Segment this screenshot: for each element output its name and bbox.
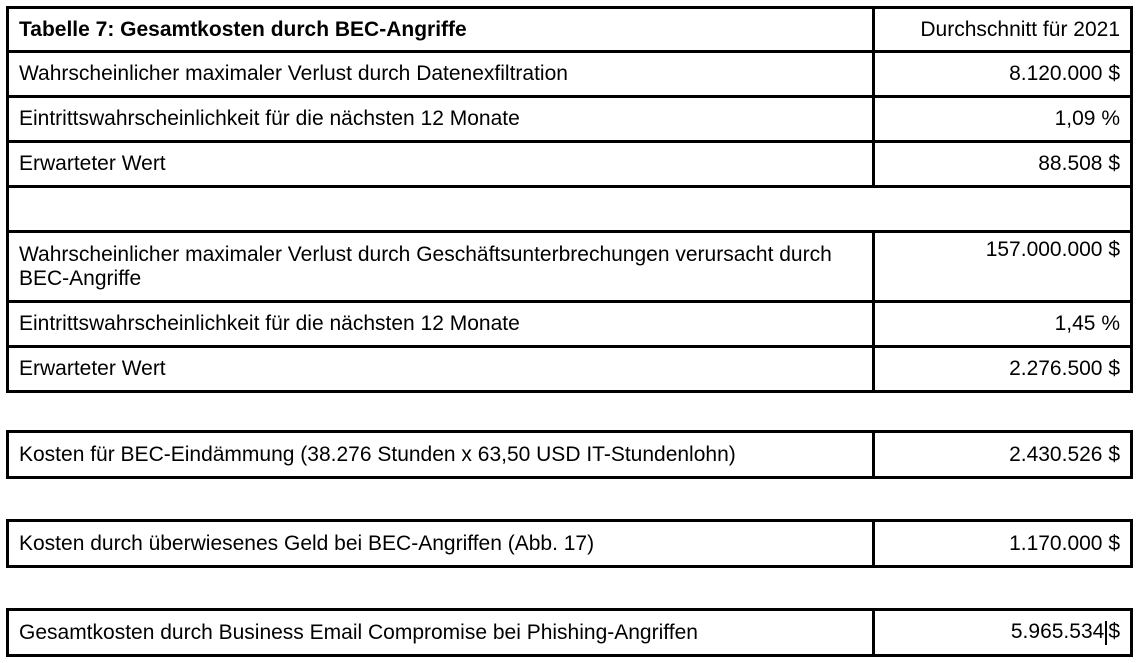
total-value-currency: $ [1108,620,1120,644]
row-value: 88.508 $ [872,140,1133,188]
row-value: 157.000.000 $ [872,230,1133,303]
summary-value: 2.430.526 $ [872,430,1133,479]
summary-value[interactable]: 5.965.534 $ [872,608,1133,657]
column-header: Durchschnitt für 2021 [872,6,1133,53]
text-cursor [1105,620,1108,645]
cost-table: Tabelle 7: Gesamtkosten durch BEC-Angrif… [6,6,1133,393]
transfer-cost-table: Kosten durch überwiesenes Geld bei BEC-A… [6,519,1133,568]
summary-value: 1.170.000 $ [872,519,1133,568]
row-value: 1,09 % [872,95,1133,143]
row-label: Erwarteter Wert [6,140,875,188]
total-cost-table: Gesamtkosten durch Business Email Compro… [6,608,1133,657]
table-row: Erwarteter Wert 88.508 $ [6,140,1133,188]
row-label: Erwarteter Wert [6,345,875,393]
table-row: Wahrscheinlicher maximaler Verlust durch… [6,50,1133,98]
table-row: Eintrittswahrscheinlichkeit für die näch… [6,95,1133,143]
row-label: Wahrscheinlicher maximaler Verlust durch… [6,230,875,303]
table-row: Eintrittswahrscheinlichkeit für die näch… [6,300,1133,348]
table-row: Wahrscheinlicher maximaler Verlust durch… [6,230,1133,303]
summary-label: Kosten für BEC-Eindämmung (38.276 Stunde… [6,430,875,479]
table-title: Tabelle 7: Gesamtkosten durch BEC-Angrif… [6,6,875,53]
table-row: Erwarteter Wert 2.276.500 $ [6,345,1133,393]
spacer-cell [6,185,1133,233]
summary-row: Kosten für BEC-Eindämmung (38.276 Stunde… [6,430,1133,479]
total-value-number: 5.965.534 [1010,620,1105,644]
containment-cost-table: Kosten für BEC-Eindämmung (38.276 Stunde… [6,430,1133,479]
summary-label: Gesamtkosten durch Business Email Compro… [6,608,875,657]
row-label: Eintrittswahrscheinlichkeit für die näch… [6,300,875,348]
table-spacer-row [6,185,1133,233]
row-value: 8.120.000 $ [872,50,1133,98]
row-value: 1,45 % [872,300,1133,348]
summary-row: Gesamtkosten durch Business Email Compro… [6,608,1133,657]
row-label: Eintrittswahrscheinlichkeit für die näch… [6,95,875,143]
summary-row: Kosten durch überwiesenes Geld bei BEC-A… [6,519,1133,568]
row-value: 2.276.500 $ [872,345,1133,393]
summary-label: Kosten durch überwiesenes Geld bei BEC-A… [6,519,875,568]
table-header-row: Tabelle 7: Gesamtkosten durch BEC-Angrif… [6,6,1133,53]
row-label: Wahrscheinlicher maximaler Verlust durch… [6,50,875,98]
